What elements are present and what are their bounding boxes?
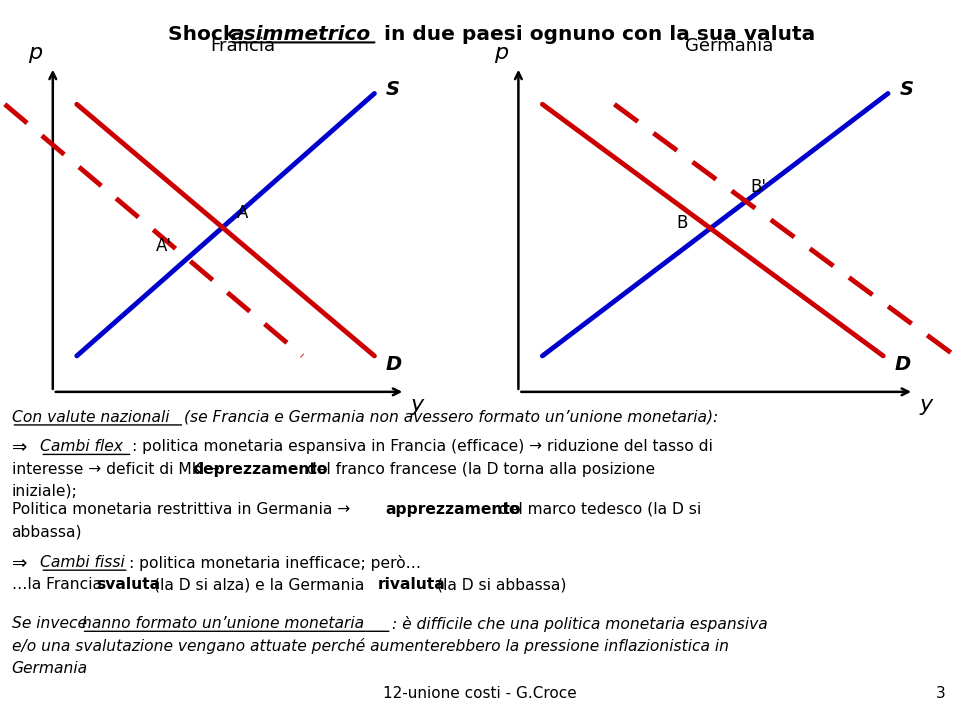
Text: rivaluta: rivaluta [377,577,445,592]
Text: Germania: Germania [685,37,774,55]
Text: D: D [386,355,402,374]
Text: Cambi fissi: Cambi fissi [40,555,125,570]
Text: Germania: Germania [12,661,87,676]
Text: (la D si abbassa): (la D si abbassa) [432,577,566,592]
Text: Politica monetaria restrittiva in Germania →: Politica monetaria restrittiva in German… [12,502,354,517]
Text: asimmetrico: asimmetrico [230,25,371,44]
Text: abbassa): abbassa) [12,524,82,539]
Text: : politica monetaria espansiva in Francia (efficace) → riduzione del tasso di: : politica monetaria espansiva in Franci… [132,439,713,454]
Text: Se invece: Se invece [12,616,91,631]
Text: e/o una svalutazione vengano attuate perché aumenterebbero la pressione inflazio: e/o una svalutazione vengano attuate per… [12,638,729,654]
Text: (la D si alza) e la Germania: (la D si alza) e la Germania [149,577,369,592]
Text: …la Francia: …la Francia [12,577,107,592]
Text: Con valute nazionali: Con valute nazionali [12,410,174,425]
Text: 12-unione costi - G.Croce: 12-unione costi - G.Croce [383,686,577,701]
Text: del marco tedesco (la D si: del marco tedesco (la D si [494,502,702,517]
Text: y: y [411,395,424,415]
Text: deprezzamento: deprezzamento [192,462,327,477]
Text: svaluta: svaluta [96,577,160,592]
Text: D: D [895,355,911,374]
Text: S: S [386,81,400,99]
Text: ⇒: ⇒ [12,555,27,573]
Text: apprezzamento: apprezzamento [385,502,520,517]
Text: : politica monetaria inefficace; però…: : politica monetaria inefficace; però… [129,555,420,571]
Text: interesse → deficit di MK →: interesse → deficit di MK → [12,462,224,477]
Text: B': B' [751,178,767,196]
Text: p: p [29,42,42,63]
Text: y: y [920,395,933,415]
Text: 3: 3 [936,686,946,701]
Text: A': A' [156,237,172,255]
Text: B: B [677,214,688,232]
Text: : è difficile che una politica monetaria espansiva: : è difficile che una politica monetaria… [392,616,767,632]
Text: Francia: Francia [210,37,275,55]
Text: A: A [237,203,249,221]
Text: del franco francese (la D torna alla posizione: del franco francese (la D torna alla pos… [302,462,656,477]
Text: iniziale);: iniziale); [12,484,77,499]
Text: p: p [494,42,508,63]
Text: Cambi flex: Cambi flex [40,439,123,454]
Text: S: S [900,81,914,99]
Text: ⇒: ⇒ [12,439,27,457]
Text: (se Francia e Germania non avessero formato un’unione monetaria):: (se Francia e Germania non avessero form… [184,410,719,425]
Text: hanno formato un’unione monetaria: hanno formato un’unione monetaria [82,616,364,631]
Text: in due paesi ognuno con la sua valuta: in due paesi ognuno con la sua valuta [377,25,816,44]
Text: Shock: Shock [168,25,243,44]
